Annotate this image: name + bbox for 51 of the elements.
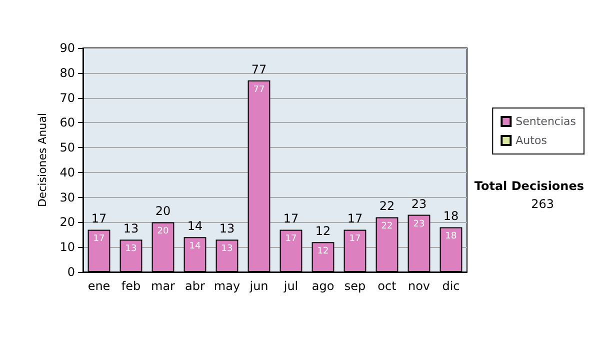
x-tick-label: sep bbox=[344, 279, 366, 293]
y-tick-label: 50 bbox=[60, 140, 75, 155]
total-label: 77 bbox=[251, 62, 267, 76]
x-tick-label: oct bbox=[378, 279, 397, 293]
x-tick-label: feb bbox=[121, 279, 141, 293]
total-label: 23 bbox=[411, 196, 427, 211]
text: 263 bbox=[531, 197, 554, 211]
y-tick-label: 70 bbox=[60, 90, 75, 105]
data-label: 17 bbox=[93, 234, 105, 244]
text: Total Decisiones bbox=[474, 179, 584, 193]
total-label: 20 bbox=[155, 204, 171, 218]
data-label: 23 bbox=[413, 219, 425, 230]
data-label: 14 bbox=[189, 242, 201, 252]
data-label: 20 bbox=[157, 226, 169, 237]
data-label: 13 bbox=[221, 244, 233, 254]
y-tick-label: 20 bbox=[60, 215, 75, 230]
data-label: 17 bbox=[349, 234, 361, 244]
total-label: 17 bbox=[91, 212, 107, 226]
x-tick-label: ene bbox=[88, 279, 110, 293]
y-tick-label: 10 bbox=[60, 240, 75, 254]
x-tick-label: jul bbox=[282, 279, 298, 293]
y-tick-label: 40 bbox=[60, 165, 75, 180]
data-label: 22 bbox=[381, 222, 393, 232]
total-label: 18 bbox=[443, 209, 459, 224]
x-tick-label: mar bbox=[151, 279, 176, 293]
data-label: 12 bbox=[317, 246, 329, 257]
x-tick-label: nov bbox=[408, 279, 430, 293]
x-tick-label: ago bbox=[312, 279, 334, 293]
y-tick-label: 80 bbox=[60, 66, 75, 80]
total-label: 12 bbox=[315, 224, 331, 238]
total-label: 22 bbox=[379, 199, 395, 214]
x-tick-label: may bbox=[214, 279, 240, 293]
y-axis-title: Decisiones Anual bbox=[36, 112, 49, 208]
total-label: 17 bbox=[347, 212, 363, 226]
legend-label: Sentencias bbox=[516, 115, 576, 128]
legend-label: Autos bbox=[516, 134, 548, 147]
data-label: 17 bbox=[285, 234, 297, 244]
x-tick-label: abr bbox=[185, 279, 206, 293]
total-label: 17 bbox=[283, 212, 299, 226]
total-label: 14 bbox=[187, 219, 203, 234]
data-label: 77 bbox=[253, 84, 265, 95]
y-tick-label: 90 bbox=[60, 41, 75, 55]
y-tick-label: 60 bbox=[60, 116, 75, 130]
total-label: 13 bbox=[123, 222, 139, 236]
data-label: 13 bbox=[125, 244, 137, 254]
x-tick-label: dic bbox=[442, 279, 460, 293]
data-label: 18 bbox=[445, 232, 457, 242]
x-tick-label: jun bbox=[248, 279, 268, 293]
y-tick-label: 0 bbox=[67, 265, 75, 279]
total-label: 13 bbox=[219, 222, 235, 236]
y-tick-label: 30 bbox=[60, 190, 75, 204]
